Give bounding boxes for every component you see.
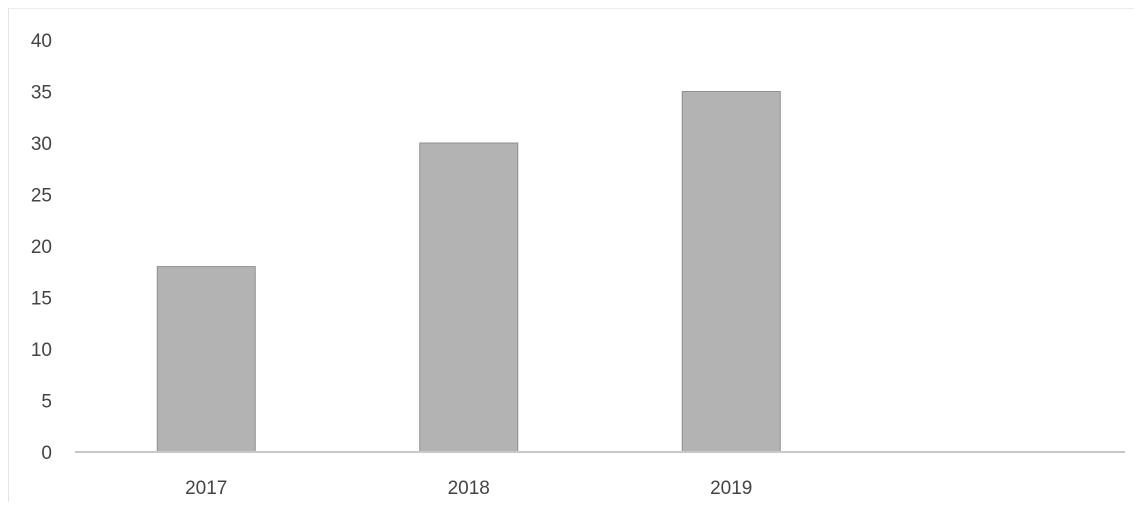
y-tick-label: 5 xyxy=(41,392,52,413)
bars xyxy=(156,91,781,453)
y-tick-label: 40 xyxy=(31,31,52,52)
x-tick-label: 2019 xyxy=(710,478,752,499)
y-tick-label: 20 xyxy=(31,237,52,258)
y-tick-label: 10 xyxy=(31,340,52,361)
x-tick-label: 2017 xyxy=(185,478,227,499)
bar-2019 xyxy=(681,91,781,453)
y-tick-label: 30 xyxy=(31,134,52,155)
bar-2018 xyxy=(419,142,519,453)
x-axis-labels: 2017 2018 2019 xyxy=(185,478,752,499)
x-tick-label: 2018 xyxy=(448,478,490,499)
y-tick-label: 35 xyxy=(31,83,52,104)
chart-frame xyxy=(8,8,1134,502)
bar-2017 xyxy=(156,266,256,453)
y-axis-ticks: 0 5 10 15 20 25 30 35 40 xyxy=(31,31,52,464)
y-tick-label: 25 xyxy=(31,186,52,207)
y-tick-label: 0 xyxy=(41,443,52,464)
y-tick-label: 15 xyxy=(31,289,52,310)
